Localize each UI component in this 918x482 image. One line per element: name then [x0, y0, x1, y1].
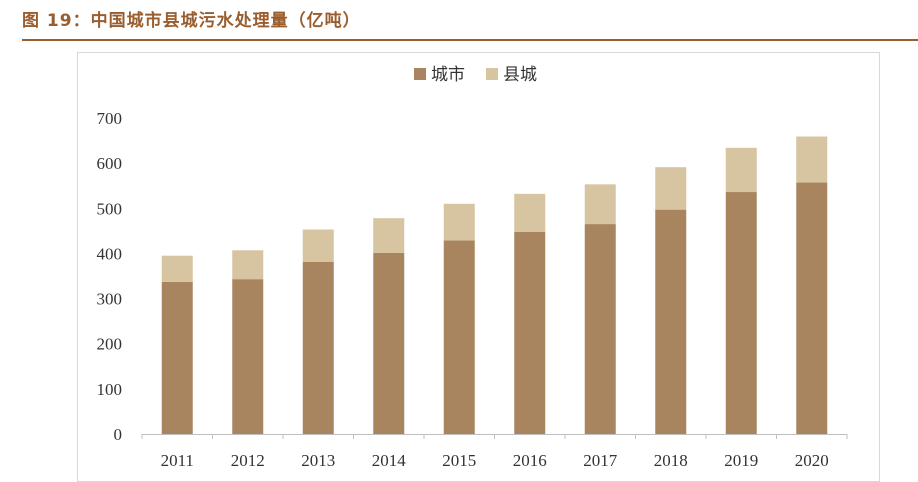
bar-city-2019	[725, 192, 757, 434]
x-tick-label: 2016	[513, 451, 547, 470]
bar-city-2011	[161, 281, 193, 434]
x-tick-label: 2017	[583, 451, 618, 470]
y-tick-label: 500	[97, 199, 123, 218]
bar-county-2012	[232, 250, 264, 280]
y-tick-label: 200	[97, 335, 123, 354]
y-tick-label: 400	[97, 244, 123, 263]
x-tick-label: 2020	[795, 451, 829, 470]
bar-city-2015	[443, 240, 475, 434]
x-tick-label: 2015	[442, 451, 476, 470]
chart-legend: 城市 县城	[414, 65, 537, 85]
figure-title: 图 19：中国城市县城污水处理量（亿吨）	[22, 11, 361, 31]
bar-city-2016	[514, 231, 546, 434]
x-tick-label: 2019	[724, 451, 758, 470]
bar-city-2020	[796, 182, 828, 434]
bar-county-2013	[302, 229, 334, 263]
y-tick-label: 100	[97, 380, 123, 399]
bar-city-2014	[373, 252, 405, 434]
bar-city-2013	[302, 262, 334, 434]
x-tick-label: 2012	[231, 451, 265, 470]
legend-label-county: 县城	[503, 65, 537, 85]
bar-city-2018	[655, 209, 687, 434]
bar-county-2011	[161, 255, 193, 282]
x-tick-label: 2018	[654, 451, 688, 470]
title-divider	[22, 39, 918, 41]
y-tick-label: 300	[97, 290, 123, 309]
legend-label-city: 城市	[431, 65, 465, 85]
x-tick-label: 2011	[161, 451, 194, 470]
bar-county-2015	[443, 203, 475, 241]
bar-county-2020	[796, 136, 828, 183]
bar-county-2017	[584, 184, 616, 225]
bar-county-2018	[655, 167, 687, 210]
x-axis: 2011 2012 2013 2014 2015 2016 2017 2018 2019 2020	[141, 434, 848, 470]
y-tick-label: 0	[114, 425, 123, 444]
bar-city-2012	[232, 279, 264, 434]
y-axis: 0 100 200 300 400 500 600 700	[97, 109, 123, 444]
x-tick-label: 2013	[301, 451, 335, 470]
bar-county-2019	[725, 147, 757, 193]
legend-swatch-city	[414, 68, 426, 80]
bar-group	[161, 136, 828, 434]
x-tick-label: 2014	[372, 451, 407, 470]
y-tick-label: 700	[97, 109, 123, 128]
bar-city-2017	[584, 224, 616, 434]
bar-county-2014	[373, 218, 405, 253]
bar-county-2016	[514, 193, 546, 232]
legend-swatch-county	[486, 68, 498, 80]
y-tick-label: 600	[97, 154, 123, 173]
